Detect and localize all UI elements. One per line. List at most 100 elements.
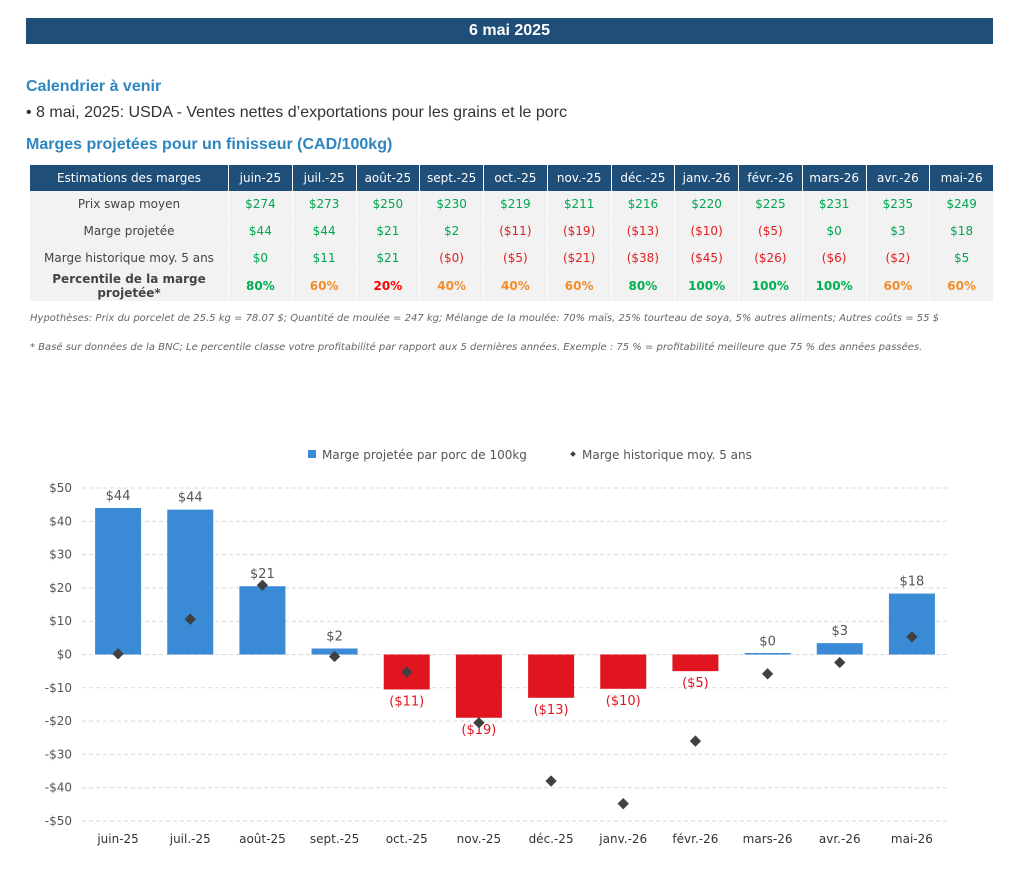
- table-cell: ($2): [866, 244, 931, 272]
- table-cell: $219: [483, 191, 548, 218]
- table-cell: $18: [929, 217, 994, 245]
- table-cell: $273: [292, 191, 357, 218]
- data-label: $3: [831, 624, 848, 639]
- bar: [167, 509, 214, 655]
- history-marker: [617, 798, 629, 810]
- table-row-label: Marge historique moy. 5 ans: [30, 244, 229, 272]
- bar: [672, 654, 719, 672]
- table-cell: $235: [866, 191, 931, 218]
- table-cell: $44: [292, 217, 357, 245]
- table-cell: $225: [738, 191, 803, 218]
- calendar-title: Calendrier à venir: [26, 78, 162, 95]
- data-label: ($19): [461, 723, 496, 738]
- x-tick-label: août-25: [239, 832, 286, 846]
- history-marker: [761, 668, 774, 680]
- margins-table-header: Estimations des marges juin-25 juil.-25 ao…: [30, 165, 994, 191]
- x-tick-label: févr.-26: [672, 832, 718, 846]
- data-label: $18: [900, 575, 925, 590]
- history-marker: [256, 579, 269, 591]
- table-cell: $44: [228, 217, 293, 245]
- bar: [239, 586, 286, 655]
- table-cell: 60%: [866, 271, 931, 301]
- table-header-month: sept.-25: [419, 165, 484, 191]
- table-header-month: mars-26: [802, 165, 867, 191]
- bar: [816, 643, 863, 655]
- table-row-label: Marge projetée: [30, 217, 229, 245]
- percentile-footnote: * Basé sur données de la BNC; Le percent…: [30, 342, 923, 353]
- calendar-item: • 8 mai, 2025: USDA - Ventes nettes d’ex…: [26, 104, 568, 121]
- table-row: Percentile de la marge projetée* 80% 60% 20…: [30, 271, 994, 301]
- y-tick-label: $30: [49, 548, 72, 562]
- history-marker: [689, 735, 702, 747]
- date-banner: 6 mai 2025: [26, 18, 993, 44]
- data-label: $2: [326, 630, 343, 645]
- x-tick-label: mars-26: [743, 832, 793, 846]
- table-cell: 80%: [228, 271, 293, 301]
- margins-title: Marges projetées pour un finisseur (CAD/…: [26, 136, 393, 153]
- table-cell: 100%: [674, 271, 739, 301]
- margin-chart: $50 $40 $30 $20 $10 $0 -$10 -$20 -$30 -$40 -$50 Mar…: [0, 430, 1024, 891]
- margin-chart-svg: $50 $40 $30 $20 $10 $0 -$10 -$20 -$30 -$40 -$50 Mar…: [45, 448, 948, 846]
- y-tick-label: $20: [49, 581, 72, 595]
- history-marker: [473, 717, 485, 729]
- table-cell: 100%: [802, 271, 867, 301]
- table-cell: $249: [929, 191, 994, 218]
- margins-table: Estimations des marges juin-25 juil.-25 ao…: [30, 165, 994, 301]
- bar: [600, 654, 647, 689]
- table-header-month: déc.-25: [611, 165, 676, 191]
- data-label: $0: [759, 635, 776, 650]
- table-cell: ($10): [674, 217, 739, 245]
- bar: [455, 654, 502, 718]
- table-cell: ($38): [611, 244, 676, 272]
- table-cell: 60%: [929, 271, 994, 301]
- table-header-month: avr.-26: [866, 165, 931, 191]
- table-cell: 60%: [292, 271, 357, 301]
- table-header-label: Estimations des marges: [30, 165, 229, 191]
- x-tick-label: mai-26: [891, 832, 933, 846]
- y-tick-label: -$10: [45, 681, 72, 695]
- legend-swatch-marker: [570, 451, 576, 457]
- y-tick-label: $0: [57, 648, 72, 662]
- x-tick-label: janv.-26: [598, 832, 647, 846]
- data-label: ($11): [389, 694, 424, 709]
- x-tick-label: nov.-25: [457, 832, 502, 846]
- x-tick-label: déc.-25: [529, 832, 574, 846]
- table-cell: ($26): [738, 244, 803, 272]
- date-text: 6 mai 2025: [469, 22, 550, 39]
- table-cell: 40%: [483, 271, 548, 301]
- table-row-label: Percentile de la marge projetée*: [30, 271, 229, 301]
- hypotheses-note: Hypothèses: Prix du porcelet de 25.5 kg …: [30, 313, 940, 324]
- table-cell: $3: [866, 217, 931, 245]
- table-cell: $11: [292, 244, 357, 272]
- bar: [888, 593, 935, 655]
- history-marker: [545, 775, 557, 787]
- table-cell: ($45): [674, 244, 739, 272]
- table-header-month: janv.-26: [674, 165, 739, 191]
- data-label: ($5): [682, 676, 709, 691]
- table-cell: 80%: [611, 271, 676, 301]
- table-cell: ($6): [802, 244, 867, 272]
- table-cell: $0: [228, 244, 293, 272]
- table-header-month: févr.-26: [738, 165, 803, 191]
- table-header-month: mai-26: [929, 165, 994, 191]
- y-tick-label: $40: [49, 514, 72, 528]
- table-header-month: nov.-25: [547, 165, 612, 191]
- table-cell: ($5): [483, 244, 548, 272]
- table-cell: ($11): [483, 217, 548, 245]
- table-cell: $216: [611, 191, 676, 218]
- table-cell: ($19): [547, 217, 612, 245]
- table-cell: ($0): [419, 244, 484, 272]
- table-row: Marge projetée $44 $44 $21 $2 ($11) ($19) ($13)…: [30, 217, 994, 245]
- table-cell: $220: [674, 191, 739, 218]
- legend-swatch-bar: [308, 450, 316, 458]
- x-tick-label: oct.-25: [386, 832, 428, 846]
- table-cell: $21: [356, 244, 421, 272]
- bar: [95, 507, 142, 655]
- data-label: $44: [178, 491, 203, 506]
- x-tick-label: avr.-26: [819, 832, 861, 846]
- table-cell: $250: [356, 191, 421, 218]
- table-header-month: oct.-25: [483, 165, 548, 191]
- data-label: $44: [106, 489, 131, 504]
- table-cell: ($13): [611, 217, 676, 245]
- table-cell: 100%: [738, 271, 803, 301]
